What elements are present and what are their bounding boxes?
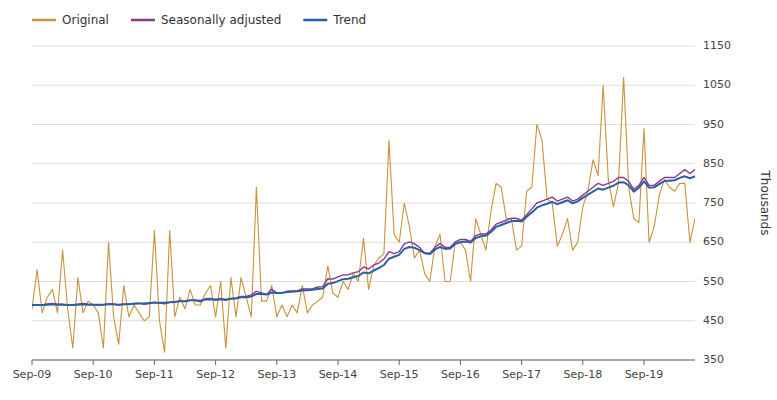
legend-label: Seasonally adjusted: [161, 13, 281, 27]
x-tick-label: Sep-19: [625, 368, 664, 381]
grid-line: [32, 46, 695, 47]
x-tick: [521, 360, 522, 365]
x-tick-label: Sep-11: [135, 368, 174, 381]
chart: 350 450 550 650 750 850 950 1050 1150 Thousands Se…: [0, 0, 777, 400]
y-tick-label: 1050: [703, 78, 731, 91]
y-tick-label: 750: [703, 196, 724, 209]
legend-swatch: [131, 19, 155, 22]
y-tick-label: 550: [703, 275, 724, 288]
series-line: [32, 77, 695, 352]
x-axis-line: [32, 360, 695, 361]
legend-swatch: [32, 19, 56, 22]
grid-line: [32, 360, 695, 361]
legend-label: Original: [62, 13, 109, 27]
x-tick-label: Sep-18: [563, 368, 602, 381]
y-tick-label: 450: [703, 314, 724, 327]
x-tick: [338, 360, 339, 365]
x-tick: [215, 360, 216, 365]
grid-line: [32, 281, 695, 282]
y-tick-label: 850: [703, 157, 724, 170]
series-line: [32, 170, 695, 305]
legend-swatch: [303, 19, 327, 22]
lines: [32, 77, 695, 352]
x-tick-label: Sep-14: [319, 368, 358, 381]
x-axis: Sep-09 Sep-10 Sep-11 Sep-12 Sep-13 Sep-14 Sep-…: [13, 360, 695, 381]
x-tick-label: Sep-12: [196, 368, 235, 381]
y-tick-label: 950: [703, 118, 724, 131]
y-axis: 350 450 550 650 750 850 950 1050 1150: [703, 39, 731, 366]
x-tick-label: Sep-17: [502, 368, 541, 381]
grid-line: [32, 320, 695, 321]
x-tick: [460, 360, 461, 365]
x-tick-label: Sep-10: [74, 368, 113, 381]
series-line: [32, 176, 695, 305]
x-tick-label: Sep-15: [380, 368, 419, 381]
x-tick: [399, 360, 400, 365]
y-tick-label: 650: [703, 235, 724, 248]
x-tick: [93, 360, 94, 365]
y-tick-label: 350: [703, 353, 724, 366]
legend: Original Seasonally adjusted Trend: [32, 13, 366, 27]
x-tick-label: Sep-13: [257, 368, 296, 381]
legend-label: Trend: [332, 13, 366, 27]
x-tick: [644, 360, 645, 365]
x-tick-label: Sep-16: [441, 368, 480, 381]
x-tick: [154, 360, 155, 365]
grid: [32, 46, 695, 360]
grid-line: [32, 163, 695, 164]
grid-line: [32, 85, 695, 86]
y-axis-title: Thousands: [758, 170, 772, 236]
x-tick: [582, 360, 583, 365]
x-tick: [276, 360, 277, 365]
x-tick-label: Sep-09: [13, 368, 52, 381]
grid-line: [32, 124, 695, 125]
y-tick-label: 1150: [703, 39, 731, 52]
x-tick: [32, 360, 33, 365]
grid-line: [32, 203, 695, 204]
page: {"chart_data": {"type": "line", "ylabel"…: [0, 0, 777, 400]
